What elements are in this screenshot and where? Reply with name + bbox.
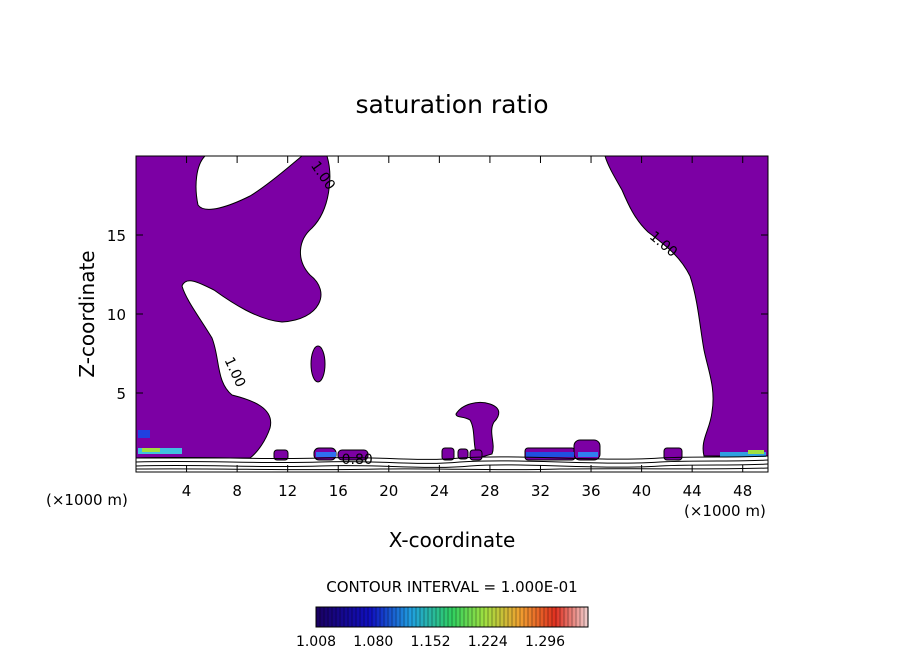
contour-line xyxy=(136,467,768,471)
colorbar: 1.008 1.080 1.152 1.224 1.296 xyxy=(296,606,589,650)
chart-title: saturation ratio xyxy=(355,90,548,119)
plot-area xyxy=(136,156,768,471)
supersat-region-right xyxy=(604,156,768,457)
contour-line xyxy=(136,463,768,468)
x-tick-label: 20 xyxy=(379,482,398,500)
x-tick-label: 16 xyxy=(329,482,348,500)
high-ratio-streak xyxy=(578,452,598,457)
high-ratio-streak xyxy=(138,430,150,438)
colorbar-tick-label: 1.224 xyxy=(468,634,508,650)
x-tick-label: 24 xyxy=(430,482,449,500)
contour-label: 1.00 xyxy=(221,355,249,390)
x-unit-label: (×1000 m) xyxy=(46,491,128,509)
contour-line xyxy=(136,455,768,460)
x-axis-label: X-coordinate xyxy=(389,528,516,552)
x-tick-label: 32 xyxy=(531,482,550,500)
colorbar-tick-label: 1.152 xyxy=(410,634,450,650)
supersat-plume xyxy=(455,401,500,459)
supersat-patch xyxy=(457,448,469,460)
x-tick-label: 40 xyxy=(632,482,651,500)
x-tick-label: 8 xyxy=(232,482,242,500)
x-tick-label: 12 xyxy=(278,482,297,500)
y-tick-label: 10 xyxy=(107,306,126,324)
colorbar-frame xyxy=(315,606,589,628)
supersat-patch xyxy=(273,449,289,461)
supersat-patch xyxy=(441,447,455,461)
contour-line xyxy=(136,459,768,464)
y-axis: 5 10 15 xyxy=(107,227,768,403)
contour-label: 0.80 xyxy=(342,452,373,468)
x-tick-label: 4 xyxy=(182,482,192,500)
colorbar-ticks: 1.008 1.080 1.152 1.224 1.296 xyxy=(296,634,565,650)
contour-interval: CONTOUR INTERVAL = 1.000E-01 xyxy=(326,578,577,596)
y-tick-label: 15 xyxy=(107,227,126,245)
y-axis-label: Z-coordinate xyxy=(75,250,99,377)
supersat-blob xyxy=(310,345,326,383)
high-ratio-streak xyxy=(526,452,574,457)
colorbar-tick-label: 1.008 xyxy=(296,634,336,650)
high-ratio-streak xyxy=(748,450,764,454)
x-axis: 4 8 12 16 20 24 28 32 36 40 44 48 xyxy=(182,156,752,500)
y-tick-label: 5 xyxy=(116,385,126,403)
x-tick-label: 44 xyxy=(683,482,702,500)
x-unit-label-right: (×1000 m) xyxy=(684,502,766,520)
high-ratio-streak xyxy=(720,452,766,457)
colorbar-stripes xyxy=(319,607,585,627)
colorbar-gradient xyxy=(316,607,588,627)
colorbar-tick-label: 1.296 xyxy=(525,634,565,650)
x-tick-label: 48 xyxy=(733,482,752,500)
high-ratio-streak xyxy=(316,452,336,457)
supersat-region-left xyxy=(136,156,331,459)
supersat-patch xyxy=(469,449,483,461)
colorbar-tick-label: 1.080 xyxy=(353,634,393,650)
x-tick-label: 36 xyxy=(581,482,600,500)
x-tick-label: 28 xyxy=(480,482,499,500)
high-ratio-streak xyxy=(142,448,160,452)
